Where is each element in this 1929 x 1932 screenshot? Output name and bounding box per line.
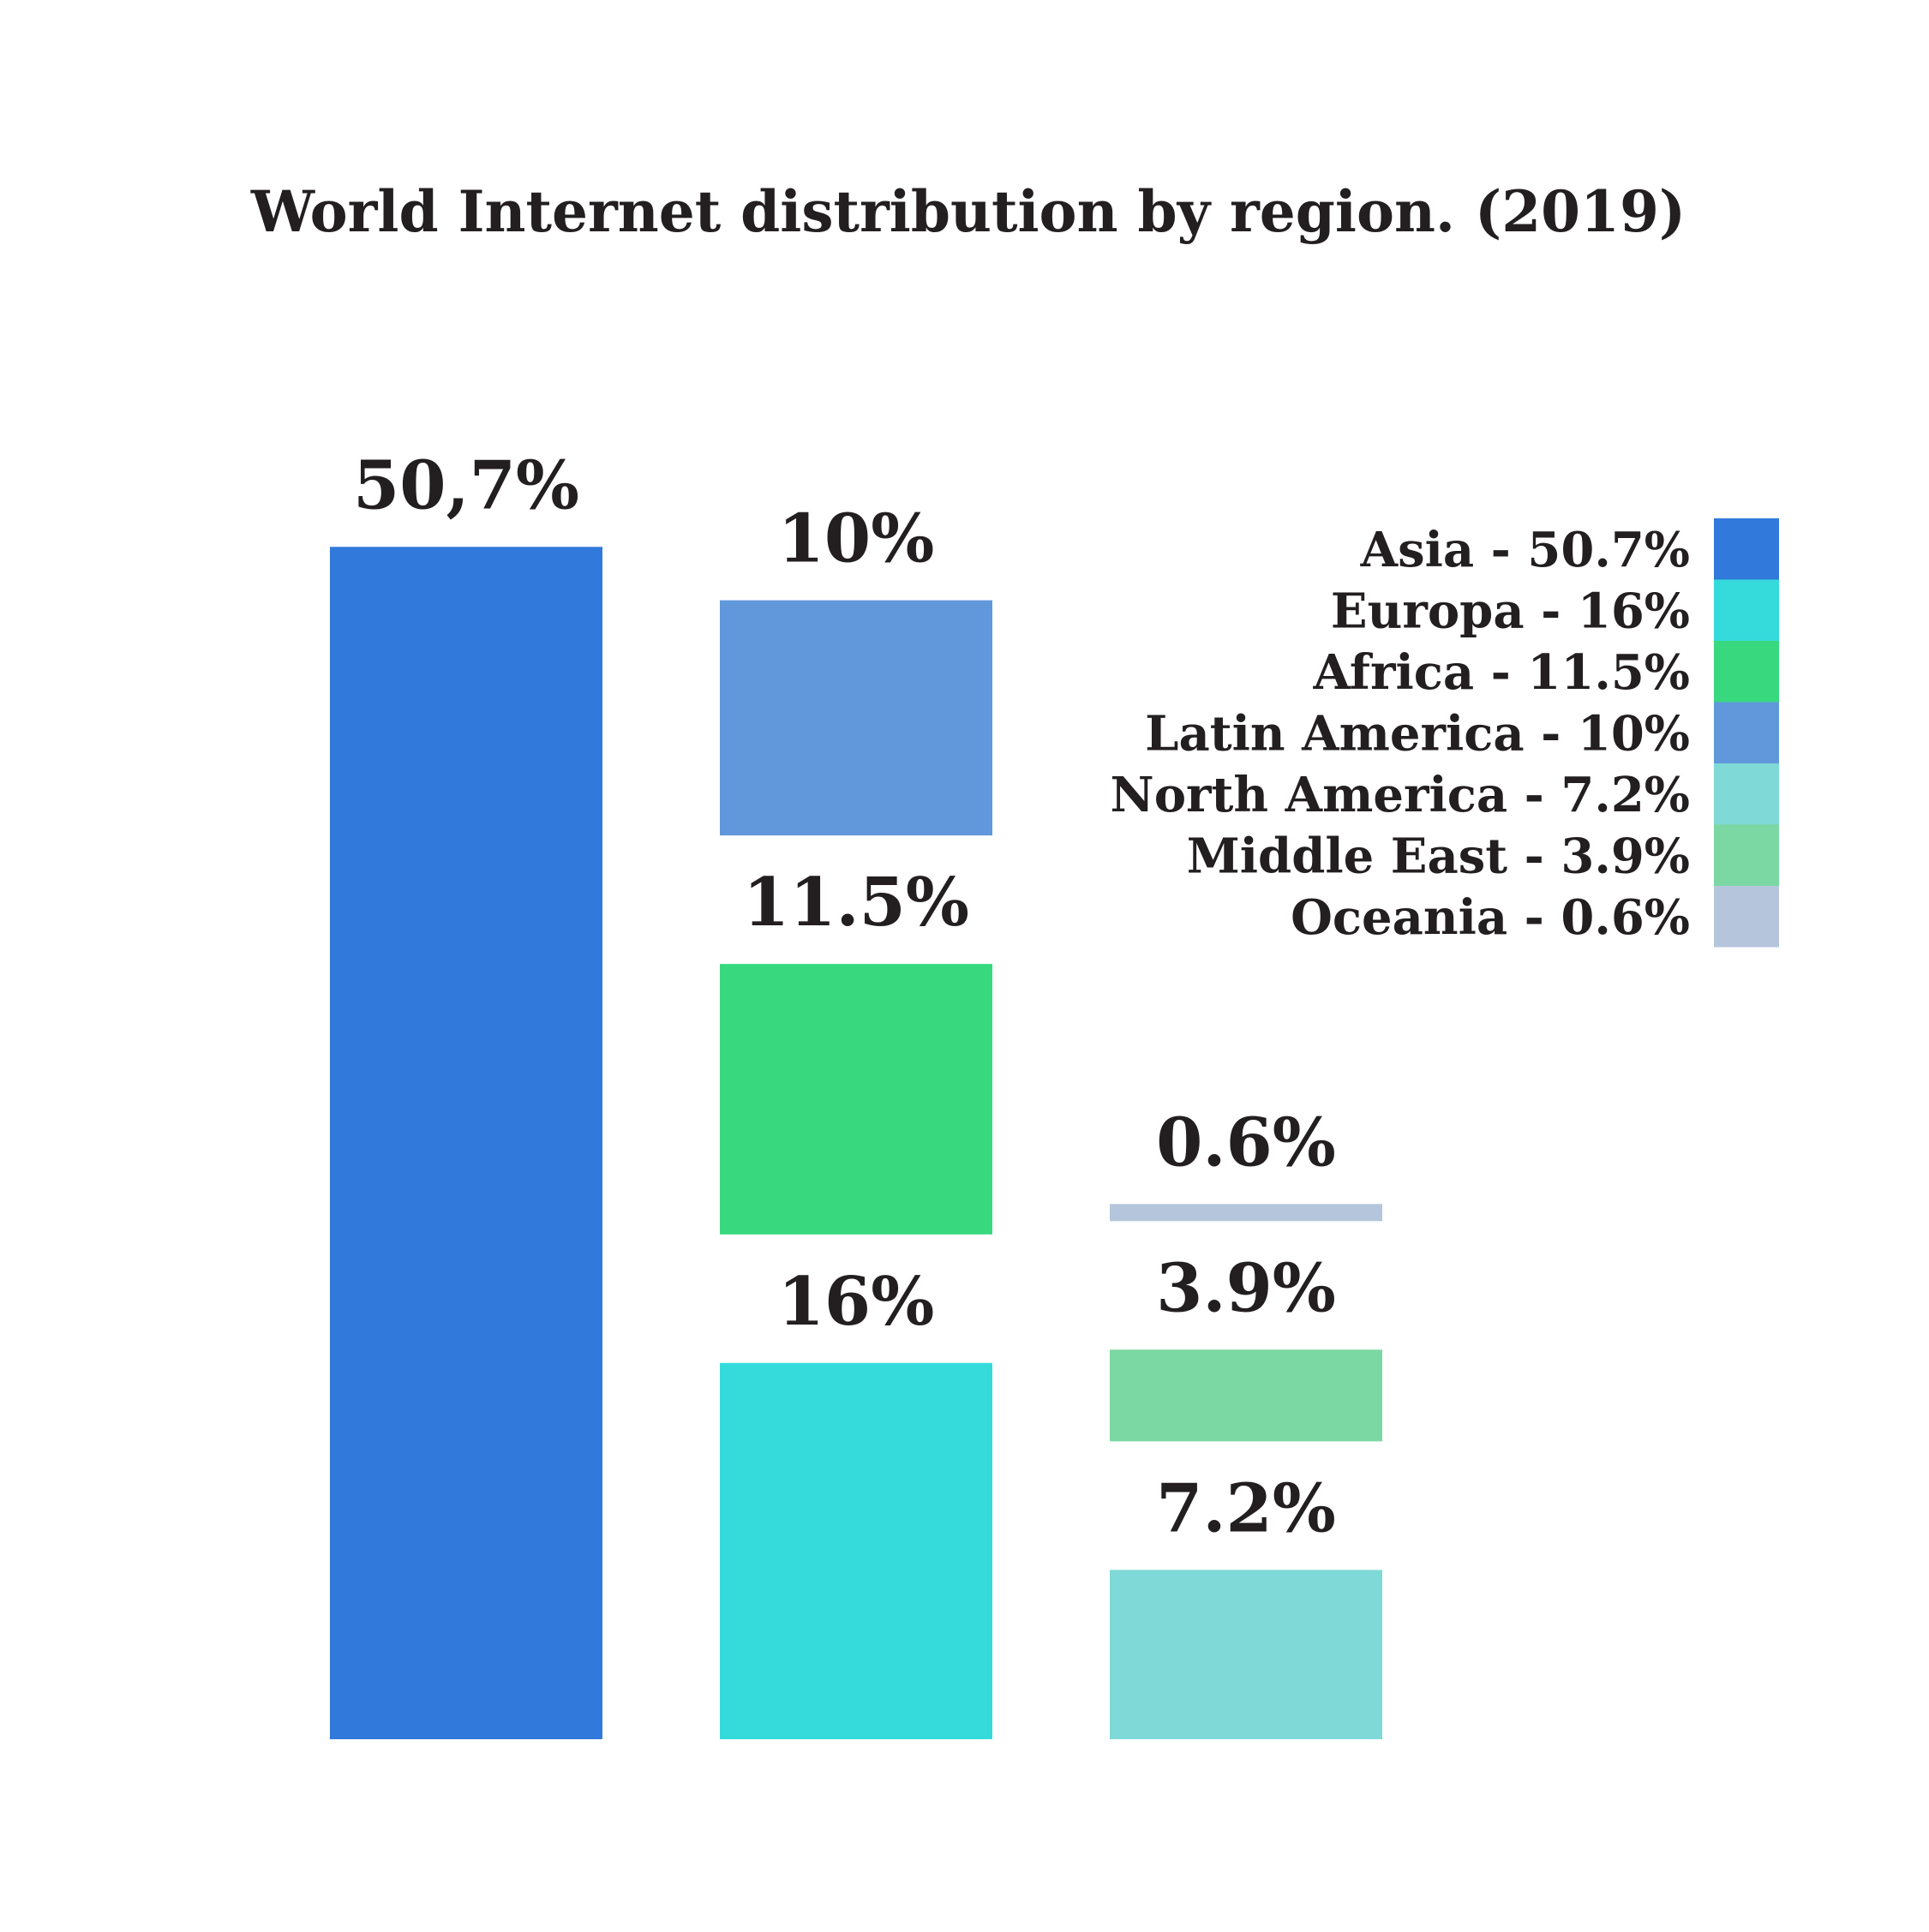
legend-swatch-africa [1714,641,1779,703]
bar-asia [330,547,602,1740]
bar-europa [720,1362,992,1739]
chart-title: World Internet distribution by region. (… [250,178,1686,245]
data-label-latin-america: 10% [778,500,935,578]
legend-label-north-america: North America - 7.2% [1111,767,1690,823]
data-label-asia: 50,7% [353,446,579,524]
legend-swatch-asia [1714,518,1779,580]
legend-label-africa: Africa - 11.5% [1312,644,1690,701]
bars-layer [330,547,1382,1740]
data-labels-layer: 50,7% 16% 11.5% 10% 7.2% 3.9% 0.6% [353,446,1336,1547]
data-label-africa: 11.5% [743,864,969,942]
legend-label-latin-america: Latin America - 10% [1145,705,1690,762]
data-label-oceania: 0.6% [1156,1104,1336,1181]
data-label-middle-east: 3.9% [1156,1249,1336,1327]
legend-swatch-latin-america [1714,702,1779,763]
data-label-north-america: 7.2% [1156,1469,1336,1547]
bar-africa [720,964,992,1235]
legend-label-europa: Europa - 16% [1331,583,1690,639]
bar-latin-america [720,600,992,836]
legend-label-oceania: Oceania - 0.6% [1291,889,1690,946]
data-label-europa: 16% [778,1263,935,1341]
bar-oceania [1110,1204,1382,1222]
legend-swatch-europa [1714,579,1779,641]
legend-swatch-oceania [1714,886,1779,948]
bar-middle-east [1110,1349,1382,1442]
legend-label-asia: Asia - 50.7% [1360,522,1690,578]
legend-swatch-north-america [1714,763,1779,825]
legend: Asia - 50.7%Europa - 16%Africa - 11.5%La… [1111,518,1779,948]
bar-north-america [1110,1570,1382,1739]
legend-label-middle-east: Middle East - 3.9% [1187,828,1690,884]
legend-swatch-middle-east [1714,824,1779,886]
